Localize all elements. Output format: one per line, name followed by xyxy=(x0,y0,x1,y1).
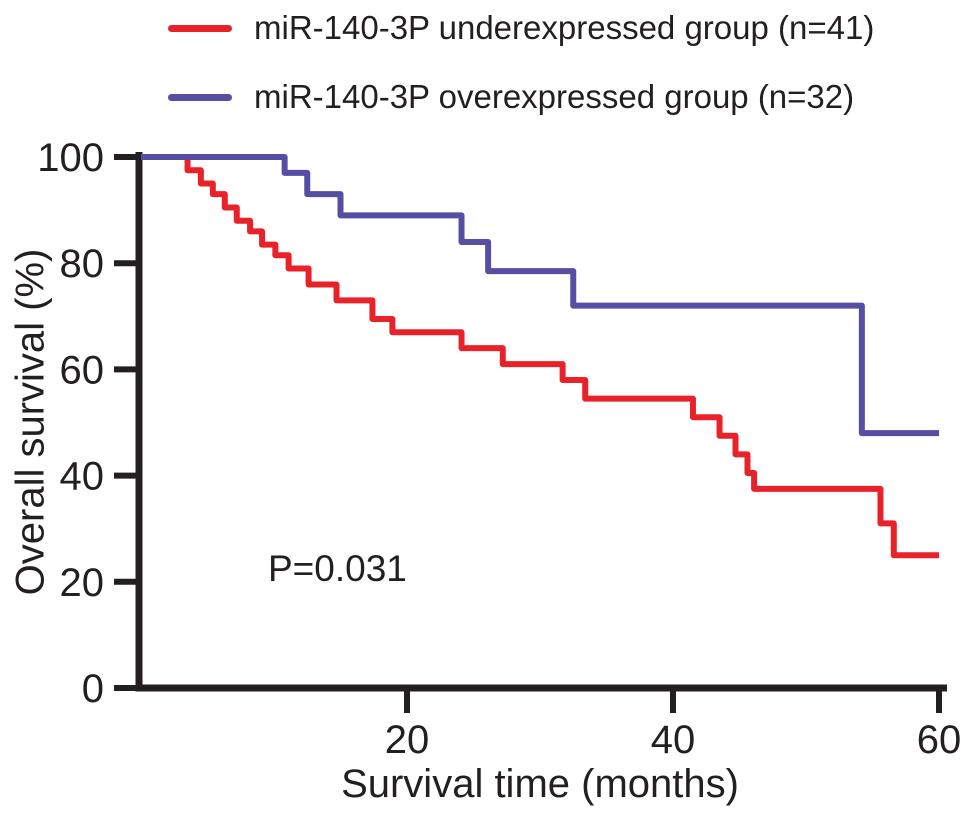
svg-text:20: 20 xyxy=(60,561,105,605)
blue-line-swatch-icon xyxy=(168,93,232,101)
svg-text:40: 40 xyxy=(651,718,696,762)
p-value-annotation: P=0.031 xyxy=(268,548,407,589)
legend-label-underexpressed: miR-140-3P underexpressed group (n=41) xyxy=(254,9,875,46)
svg-text:0: 0 xyxy=(82,667,104,711)
svg-text:80: 80 xyxy=(60,242,105,286)
legend-item-overexpressed: miR-140-3P overexpressed group (n=32) xyxy=(168,79,874,115)
svg-text:100: 100 xyxy=(37,136,104,180)
legend: miR-140-3P underexpressed group (n=41) m… xyxy=(168,10,874,148)
svg-text:40: 40 xyxy=(60,455,105,499)
svg-text:60: 60 xyxy=(917,718,962,762)
svg-text:20: 20 xyxy=(385,718,430,762)
red-line-swatch-icon xyxy=(168,24,232,32)
x-axis-label: Survival time (months) xyxy=(341,762,739,806)
legend-item-underexpressed: miR-140-3P underexpressed group (n=41) xyxy=(168,10,874,46)
legend-label-overexpressed: miR-140-3P overexpressed group (n=32) xyxy=(254,78,855,115)
svg-text:60: 60 xyxy=(60,348,105,392)
